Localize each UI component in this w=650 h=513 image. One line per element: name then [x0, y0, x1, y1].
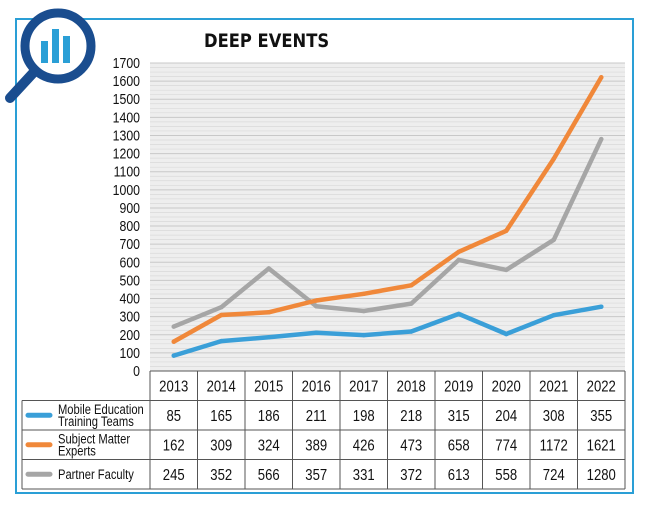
- chart-title: DEEP EVENTS: [204, 30, 330, 52]
- magnifier-bar-chart-icon: [5, 8, 96, 103]
